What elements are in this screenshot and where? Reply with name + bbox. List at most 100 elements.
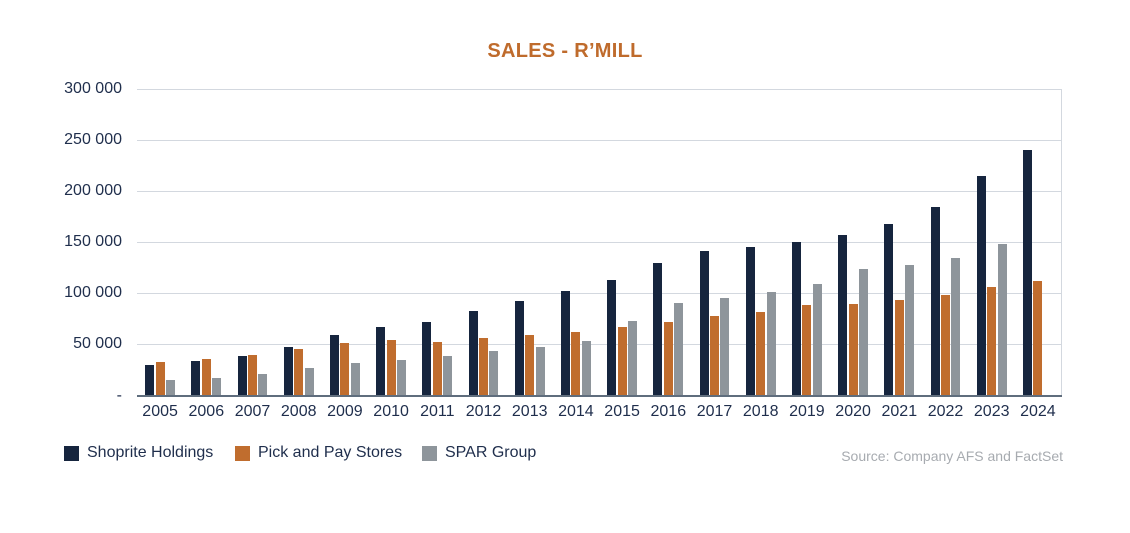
bar-shoprite-holdings-2007 — [237, 356, 247, 396]
bar-spar-group-2014 — [581, 340, 591, 396]
x-axis-label-2015: 2015 — [604, 403, 640, 420]
bar-pick-and-pay-stores-2009 — [340, 343, 350, 396]
bar-pick-and-pay-stores-2014 — [571, 331, 581, 396]
bar-pick-and-pay-stores-2015 — [617, 327, 627, 396]
y-axis-label: 50 000 — [73, 335, 122, 353]
x-axis-label-2016: 2016 — [650, 403, 687, 420]
bar-shoprite-holdings-2020 — [838, 235, 848, 396]
bar-shoprite-holdings-2017 — [699, 251, 709, 396]
bar-spar-group-2015 — [628, 320, 637, 396]
bar-pick-and-pay-stores-2021 — [894, 300, 904, 396]
legend-swatch-icon — [235, 445, 250, 461]
bar-pick-and-pay-stores-2006 — [201, 359, 211, 396]
gridline-300000 — [137, 88, 1061, 90]
legend-item-pick-and-pay-stores: Pick and Pay Stores — [235, 444, 403, 461]
y-axis-label: 300 000 — [64, 80, 122, 97]
bar-pick-and-pay-stores-2018 — [756, 312, 766, 396]
gridline-250000 — [137, 139, 1061, 141]
bar-pick-and-pay-stores-2013 — [525, 335, 535, 396]
bar-spar-group-2011 — [443, 356, 453, 396]
bar-shoprite-holdings-2023 — [976, 175, 986, 396]
bar-shoprite-holdings-2019 — [792, 241, 801, 396]
bar-spar-group-2021 — [905, 264, 915, 396]
legend-item-spar-group: SPAR Group — [422, 444, 537, 461]
bar-spar-group-2013 — [535, 347, 545, 396]
bar-pick-and-pay-stores-2007 — [248, 354, 257, 396]
bar-spar-group-2009 — [350, 362, 360, 396]
bar-spar-group-2022 — [951, 257, 961, 396]
y-axis-label: 250 000 — [64, 131, 122, 149]
bar-spar-group-2010 — [397, 359, 406, 396]
bar-shoprite-holdings-2010 — [376, 326, 386, 396]
x-axis-label-2006: 2006 — [188, 403, 225, 420]
legend-label: Pick and Pay Stores — [258, 444, 403, 461]
bar-spar-group-2016 — [674, 302, 684, 396]
bar-shoprite-holdings-2006 — [191, 360, 201, 396]
source-note: Source: Company AFS and FactSet — [841, 448, 1063, 464]
bar-pick-and-pay-stores-2005 — [155, 362, 165, 396]
x-axis-label-2020: 2020 — [835, 403, 871, 420]
x-axis-label-2010: 2010 — [373, 403, 409, 420]
legend-swatch-icon — [422, 445, 437, 461]
bar-pick-and-pay-stores-2023 — [987, 286, 997, 396]
bar-pick-and-pay-stores-2012 — [479, 338, 488, 396]
gridline-200000 — [137, 190, 1061, 192]
bar-pick-and-pay-stores-2024 — [1033, 280, 1043, 396]
bar-spar-group-2007 — [258, 373, 268, 396]
x-axis-label-2011: 2011 — [420, 403, 455, 420]
x-axis-label-2007: 2007 — [234, 403, 271, 420]
x-axis-label-2008: 2008 — [280, 403, 317, 420]
bar-spar-group-2012 — [489, 350, 499, 396]
bar-shoprite-holdings-2005 — [145, 364, 155, 396]
bar-shoprite-holdings-2015 — [607, 279, 617, 396]
x-axis-label-2024: 2024 — [1020, 403, 1056, 420]
x-axis-label-2018: 2018 — [742, 403, 779, 420]
legend-label: SPAR Group — [445, 444, 537, 461]
y-axis-label: 100 000 — [64, 284, 122, 302]
bar-spar-group-2018 — [766, 292, 776, 396]
plot-right-border — [1060, 89, 1062, 396]
bar-shoprite-holdings-2016 — [653, 262, 663, 396]
y-axis-label: 200 000 — [64, 182, 122, 200]
y-axis-label: - — [116, 386, 122, 404]
bar-pick-and-pay-stores-2017 — [710, 316, 719, 396]
x-axis-label-2005: 2005 — [142, 403, 178, 420]
legend-label: Shoprite Holdings — [87, 444, 214, 461]
gridline-100000 — [137, 292, 1061, 294]
bar-spar-group-2005 — [166, 380, 175, 396]
bar-pick-and-pay-stores-2016 — [663, 321, 673, 396]
bar-shoprite-holdings-2012 — [468, 311, 478, 396]
bar-spar-group-2008 — [304, 368, 314, 396]
x-axis-label-2019: 2019 — [789, 403, 825, 420]
gridline-150000 — [137, 241, 1061, 243]
x-axis-label-2012: 2012 — [465, 403, 502, 420]
bar-pick-and-pay-stores-2011 — [432, 342, 442, 396]
bar-pick-and-pay-stores-2010 — [386, 339, 396, 396]
x-axis-label-2022: 2022 — [927, 403, 964, 420]
bar-shoprite-holdings-2009 — [330, 334, 339, 396]
bar-pick-and-pay-stores-2022 — [941, 295, 950, 396]
bar-shoprite-holdings-2014 — [561, 291, 570, 396]
bar-spar-group-2017 — [720, 298, 730, 396]
bar-shoprite-holdings-2022 — [930, 207, 940, 396]
bar-pick-and-pay-stores-2008 — [294, 348, 304, 396]
bar-shoprite-holdings-2011 — [422, 321, 432, 396]
gridline-50000 — [137, 343, 1061, 345]
legend-item-shoprite-holdings: Shoprite Holdings — [64, 444, 214, 461]
x-axis-label-2023: 2023 — [973, 403, 1010, 420]
y-axis-label: 150 000 — [64, 233, 122, 251]
legend-swatch-icon — [64, 445, 79, 461]
bar-pick-and-pay-stores-2020 — [848, 304, 858, 396]
x-axis-label-2014: 2014 — [558, 403, 594, 420]
bar-spar-group-2023 — [997, 243, 1007, 396]
x-axis-label-2009: 2009 — [327, 403, 363, 420]
x-axis-line — [137, 394, 1062, 397]
bar-shoprite-holdings-2021 — [884, 223, 894, 396]
x-axis-label-2013: 2013 — [511, 403, 548, 420]
bar-shoprite-holdings-2008 — [283, 346, 293, 396]
chart-title: SALES - R’MILL — [487, 40, 643, 62]
bar-shoprite-holdings-2024 — [1023, 149, 1032, 396]
bar-pick-and-pay-stores-2019 — [802, 305, 812, 396]
x-axis-label-2017: 2017 — [696, 403, 733, 420]
